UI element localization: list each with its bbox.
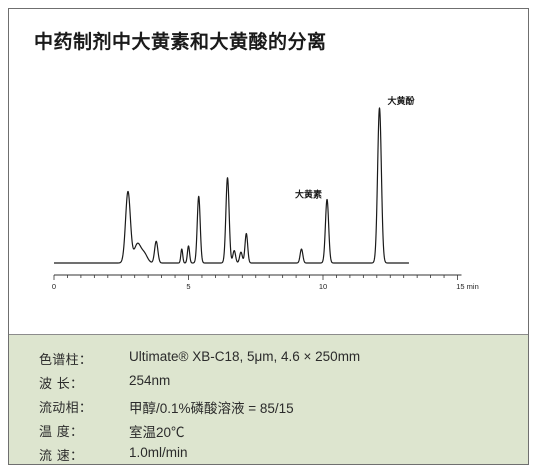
- condition-label: 温 度：: [39, 425, 84, 440]
- chromatogram-trace: [53, 107, 410, 264]
- condition-label: 波 长：: [39, 377, 84, 392]
- condition-value: 室温20℃: [129, 425, 185, 440]
- trace-layer: [53, 107, 410, 264]
- condition-value: 254nm: [129, 373, 171, 388]
- x-tick-label: 0: [52, 282, 56, 291]
- condition-value: 甲醇/0.1%磷酸溶液 = 85/15: [129, 401, 294, 416]
- x-axis: 0 5 10 15 min: [52, 274, 479, 291]
- condition-value: 1.0ml/min: [129, 445, 188, 460]
- peak-annotation: 大黄酚: [387, 95, 415, 107]
- x-tick-label: 15 min: [456, 282, 479, 291]
- condition-label: 流 速：: [39, 449, 84, 464]
- x-tick-label: 5: [186, 282, 190, 291]
- x-tick-label: 10: [319, 282, 327, 291]
- condition-value: Ultimate® XB-C18, 5μm, 4.6 × 250mm: [129, 349, 361, 364]
- chromatogram-card: 中药制剂中大黄素和大黄酸的分离 0 5 10 15 min 大黄素 大黄酚 色谱柱： U…: [8, 8, 529, 465]
- conditions-panel: 色谱柱： Ultimate® XB-C18, 5μm, 4.6 × 250mm …: [9, 334, 528, 464]
- peak-labels: 大黄素 大黄酚: [295, 95, 415, 200]
- condition-label: 色谱柱：: [39, 353, 93, 368]
- chart-title: 中药制剂中大黄素和大黄酸的分离: [34, 31, 327, 53]
- chromatogram-plot: 0 5 10 15 min 大黄素 大黄酚: [52, 95, 479, 291]
- peak-annotation: 大黄素: [295, 188, 322, 200]
- condition-label: 流动相：: [39, 401, 93, 416]
